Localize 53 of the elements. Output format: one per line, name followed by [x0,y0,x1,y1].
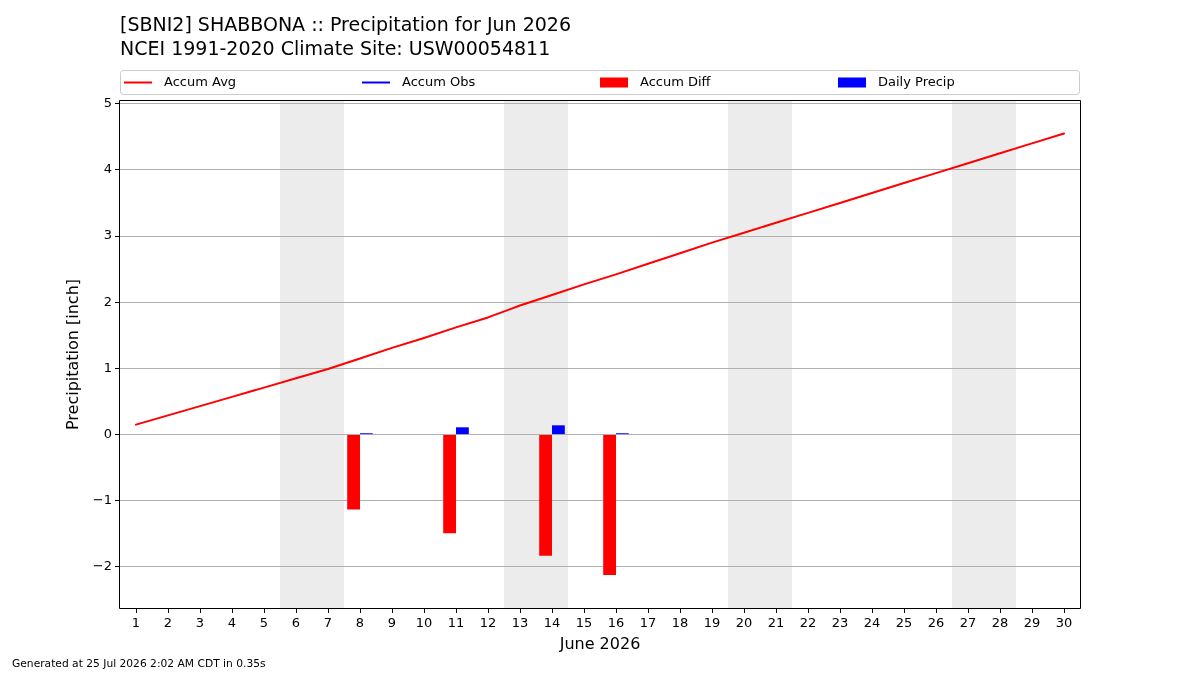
bar [347,435,360,510]
y-tick-label: −1 [92,492,112,508]
x-tick-label: 30 [1055,615,1073,631]
x-tick-label: 22 [799,615,817,631]
bar [456,427,469,435]
x-tick-label: 15 [575,615,593,631]
y-tick-label: 4 [103,161,112,177]
x-tick-label: 21 [767,615,785,631]
x-tick-label: 14 [543,615,561,631]
x-tick-label: 4 [227,615,237,631]
x-tick-label: 1 [131,615,141,631]
x-tick-label: 12 [479,615,497,631]
x-tick-label: 2 [163,615,173,631]
y-axis-title: Precipitation [inch] [62,278,82,431]
x-tick-label: 27 [959,615,977,631]
chart-subtitle: NCEI 1991-2020 Climate Site: USW00054811 [120,37,551,59]
x-tick-label: 25 [895,615,913,631]
x-tick-label: 26 [927,615,945,631]
y-tick-label: 2 [103,293,112,309]
bar [552,425,565,435]
y-tick-label: 5 [103,95,112,111]
y-tick-label: 1 [103,359,112,375]
x-tick-label: 9 [387,615,397,631]
x-tick-label: 11 [447,615,465,631]
bar [539,435,552,556]
x-tick-label: 5 [259,615,269,631]
x-tick-label: 16 [607,615,625,631]
legend-label: Daily Precip [878,73,955,89]
chart-title: [SBNI2] SHABBONA :: Precipitation for Jun 2026 [120,13,572,35]
x-tick-label: 13 [511,615,529,631]
bar [443,435,456,534]
x-tick-label: 20 [735,615,753,631]
x-tick-label: 10 [415,615,433,631]
x-tick-label: 24 [863,615,881,631]
x-tick-label: 29 [1023,615,1041,631]
legend-label: Accum Obs [402,73,476,89]
x-tick-label: 18 [671,615,689,631]
text: Generated at 25 Jul 2026 2:02 AM CDT in 0.35s [12,657,266,671]
x-tick-label: 17 [639,615,657,631]
x-tick-label: 7 [323,615,333,631]
y-tick-label: −2 [92,558,112,574]
x-tick-label: 28 [991,615,1009,631]
x-tick-label: 6 [291,615,301,631]
x-axis-title: June 2026 [558,633,641,653]
y-tick-label: 3 [103,227,112,243]
y-tick-label: 0 [103,425,112,441]
bar [603,435,616,575]
x-tick-label: 3 [195,615,205,631]
legend-label: Accum Diff [640,73,712,89]
legend-label: Accum Avg [164,73,237,89]
x-tick-label: 19 [703,615,721,631]
x-tick-label: 23 [831,615,849,631]
x-tick-label: 8 [355,615,365,631]
